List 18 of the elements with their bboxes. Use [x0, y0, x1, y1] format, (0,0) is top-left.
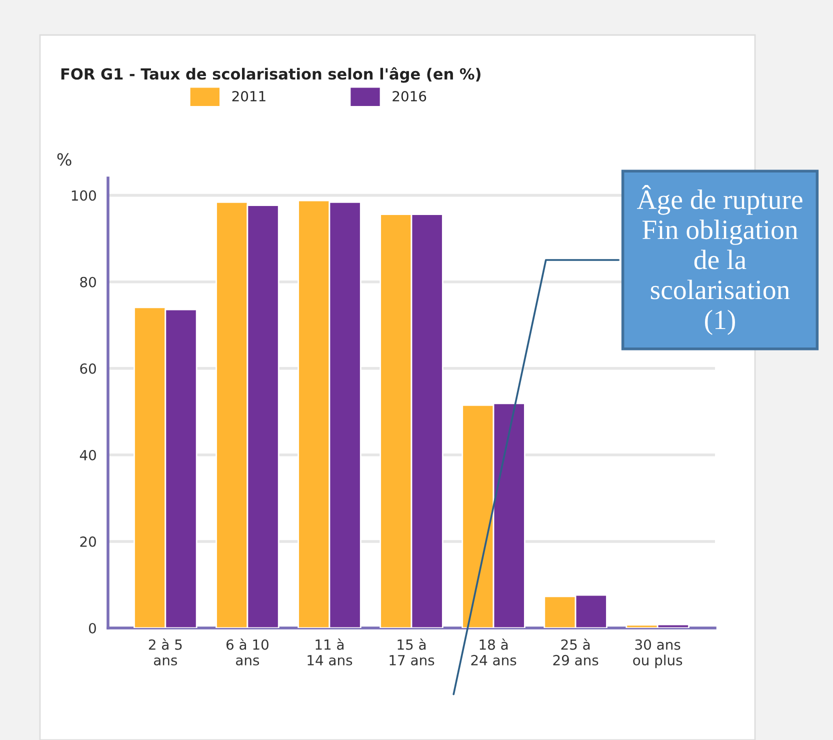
- x-tick-label: 30 ans ou plus: [633, 639, 682, 668]
- x-tick-label: 11 à 14 ans: [308, 638, 352, 666]
- y-tick-label: 40: [80, 450, 96, 460]
- legend-label: 2016: [392, 90, 426, 102]
- x-tick-label: 25 à 29 ans: [553, 638, 598, 666]
- y-tick-label: 80: [80, 276, 96, 288]
- x-tick-label: 2 à 5 ans: [148, 638, 182, 666]
- y-tick-label: 20: [80, 536, 96, 547]
- x-tick-label: 18 à 24 ans: [471, 638, 516, 666]
- x-tick-label: 6 à 10 ans: [226, 638, 268, 666]
- y-tick-label: 100: [72, 190, 96, 201]
- annotation: Âge de rupture Fin obligation de la scolarisation (1): [636, 185, 802, 335]
- legend-label: 2011: [232, 90, 266, 102]
- x-tick-label: 15 à 17 ans: [390, 638, 434, 666]
- chart-title: FOR G1 - Taux de scolarisation selon l'âge (en %): [61, 67, 480, 83]
- y-axis-title: %: [57, 153, 72, 166]
- y-tick-label: 0: [88, 622, 96, 634]
- y-tick-label: 60: [80, 363, 96, 374]
